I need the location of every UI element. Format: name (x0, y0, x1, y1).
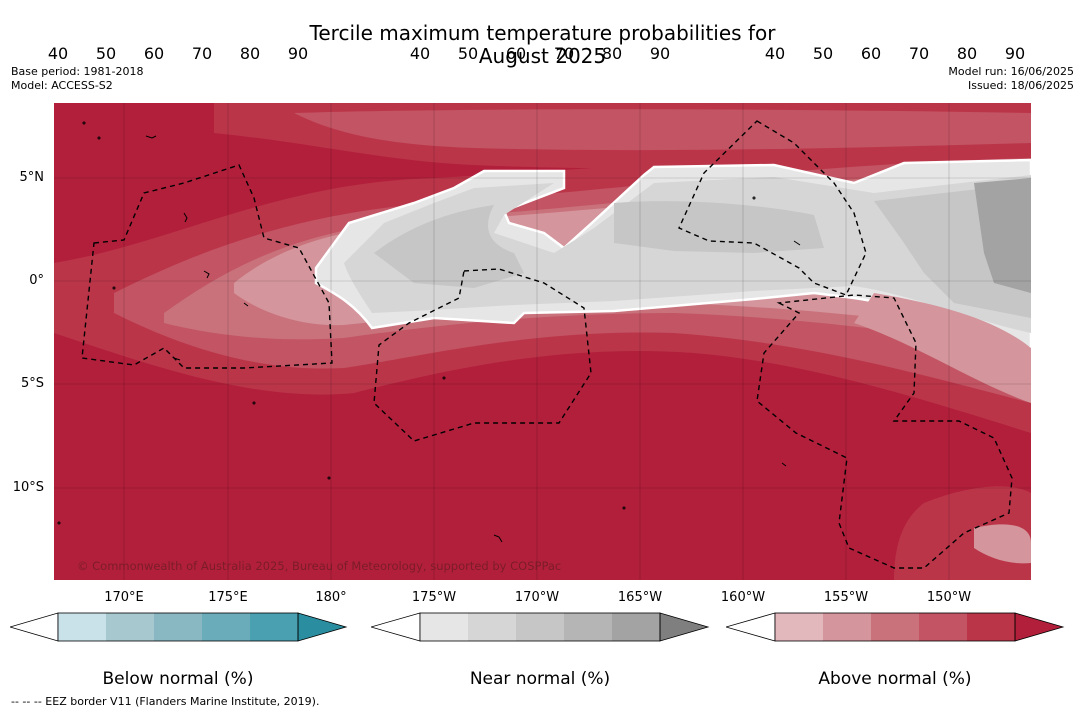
colorbar-above-segment-50-60 (823, 613, 871, 641)
lon-label-175w: 175°W (411, 590, 457, 605)
near-tick-60: 60 (505, 44, 527, 63)
meta-left: Base period: 1981-2018 Model: ACCESS-S2 (11, 65, 143, 93)
lon-label-170w: 170°W (514, 590, 560, 605)
below-tick-80: 80 (239, 44, 261, 63)
colorbar-below-segment-80-90 (250, 613, 298, 641)
near-tick-80: 80 (601, 44, 623, 63)
region-near-80 (974, 178, 1031, 293)
colorbar-above-segment-70-80 (919, 613, 967, 641)
meta-right: Model run: 16/06/2025 Issued: 18/06/2025 (948, 65, 1074, 93)
copyright-credit: © Commonwealth of Australia 2025, Bureau… (77, 559, 562, 573)
colorbar-below-normal (8, 612, 350, 648)
lon-label-180: 180° (315, 590, 347, 605)
map-canvas (54, 103, 1031, 580)
above-tick-70: 70 (908, 44, 930, 63)
colorbar-near-label: Near normal (%) (469, 669, 611, 689)
colorbar-above-normal (724, 612, 1066, 648)
colorbar-above-label: Above normal (%) (818, 669, 972, 689)
lon-label-165w: 165°W (617, 590, 663, 605)
colorbar-near-high-extension (659, 612, 710, 642)
region-above-50-southeast (974, 524, 1031, 564)
lat-label-0: 0° (29, 273, 44, 288)
lat-label-10s: 10°S (12, 480, 44, 495)
eez-border-central (373, 268, 592, 442)
colorbar-below-low-extension (8, 612, 59, 642)
colorbar-above-high-extension (1014, 612, 1065, 642)
below-tick-50: 50 (95, 44, 117, 63)
colorbar-below-high-extension (297, 612, 348, 642)
region-above-70-north (294, 109, 1031, 151)
near-tick-70: 70 (553, 44, 575, 63)
islands (57, 121, 801, 543)
below-tick-60: 60 (143, 44, 165, 63)
colorbar-below-segment-70-80 (202, 613, 250, 641)
graticule (54, 103, 1031, 580)
colorbar-above-segment-60-70 (871, 613, 919, 641)
colorbar-near-segment-50-60 (468, 613, 516, 641)
colorbar-below-segment-50-60 (106, 613, 154, 641)
above-tick-80: 80 (956, 44, 978, 63)
near-tick-40: 40 (409, 44, 431, 63)
colorbar-above-segment-40-50 (775, 613, 823, 641)
colorbar-near-normal (369, 612, 711, 648)
colorbar-below-segment-60-70 (154, 613, 202, 641)
lon-label-150w: 150°W (926, 590, 972, 605)
colorbar-above-segment-80-90 (967, 613, 1015, 641)
probability-map (54, 103, 1031, 580)
lon-label-175e: 175°E (208, 590, 248, 605)
above-tick-50: 50 (812, 44, 834, 63)
below-tick-40: 40 (47, 44, 69, 63)
above-tick-40: 40 (764, 44, 786, 63)
lon-label-160w: 160°W (720, 590, 766, 605)
title-line-1: Tercile maximum temperature probabilitie… (309, 21, 776, 45)
colorbar-near-low-extension (369, 612, 421, 642)
region-above-50-east (854, 293, 1031, 403)
near-tick-50: 50 (457, 44, 479, 63)
above-tick-60: 60 (860, 44, 882, 63)
colorbar-below-segment-40-50 (58, 613, 106, 641)
colorbar-above-normal-scale (724, 612, 1065, 642)
colorbar-below-label: Below normal (%) (102, 669, 254, 689)
region-near-60 (374, 183, 1031, 318)
colorbar-near-normal-scale (369, 612, 710, 642)
eez-footnote: -- -- -- EEZ border V11 (Flanders Marine… (11, 695, 320, 708)
eez-border-west (81, 164, 333, 369)
eez-borders (81, 120, 1013, 569)
lon-label-155w: 155°W (823, 590, 869, 605)
eez-border-north-east (678, 120, 867, 296)
lat-label-5n: 5°N (19, 170, 45, 185)
base-period: Base period: 1981-2018 (11, 65, 144, 78)
colorbar-below-normal-scale (8, 612, 348, 642)
below-tick-90: 90 (287, 44, 309, 63)
colorbar-above-low-extension (724, 612, 776, 642)
issued-date: Issued: 18/06/2025 (967, 79, 1074, 92)
lat-label-5s: 5°S (20, 376, 44, 391)
title-line-2: August 2025 (478, 44, 607, 68)
below-tick-70: 70 (191, 44, 213, 63)
near-tick-90: 90 (649, 44, 671, 63)
model-run: Model run: 16/06/2025 (948, 65, 1074, 78)
lon-label-170e: 170°E (104, 590, 144, 605)
colorbar-near-segment-40-50 (420, 613, 468, 641)
colorbar-near-segment-70-80 (564, 613, 612, 641)
colorbar-near-segment-80-90 (612, 613, 660, 641)
above-tick-90: 90 (1004, 44, 1026, 63)
model-name: Model: ACCESS-S2 (11, 79, 113, 92)
colorbar-near-segment-60-70 (516, 613, 564, 641)
region-near-50 (344, 175, 1031, 333)
map-title: Tercile maximum temperature probabilitie… (0, 22, 1085, 68)
